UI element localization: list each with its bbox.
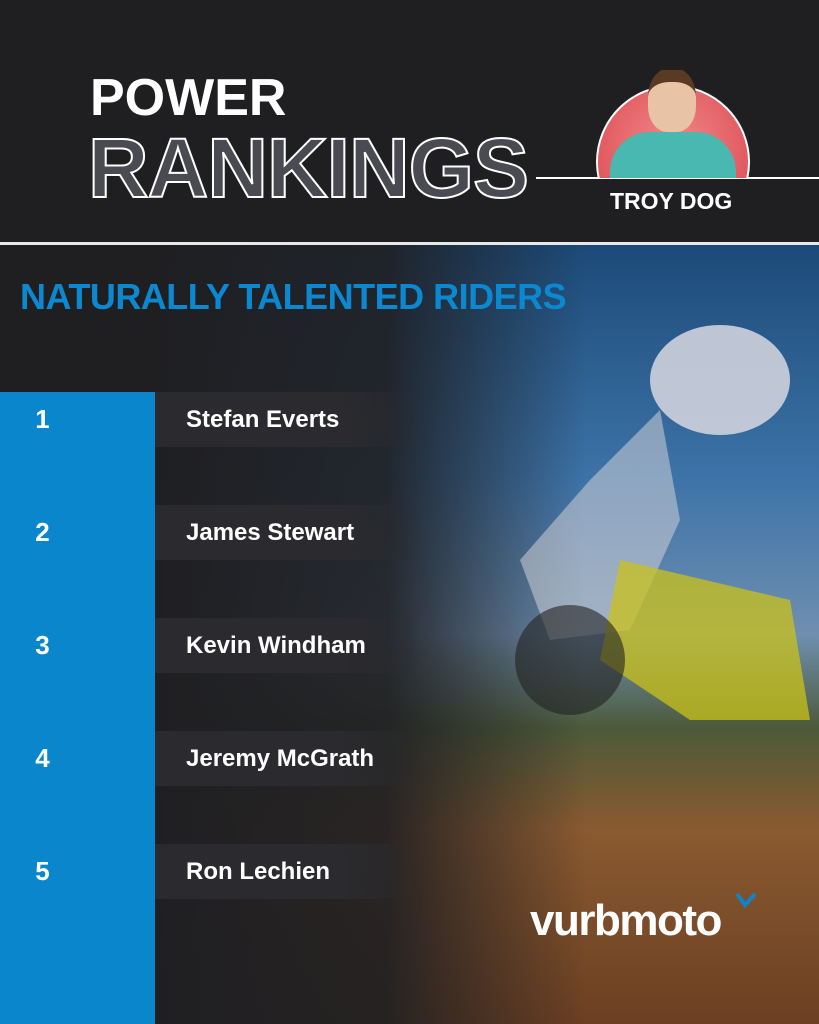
rider-name: Jeremy McGrath (155, 731, 420, 786)
header-divider (0, 242, 819, 245)
ranking-row: 3 Kevin Windham (0, 618, 420, 673)
rider-illustration (515, 325, 810, 720)
rank-number: 1 (35, 404, 50, 434)
rank-band (0, 392, 155, 1024)
rider-name: Ron Lechien (155, 844, 420, 899)
rider-name: Stefan Everts (155, 392, 420, 447)
author-name: TROY DOG (610, 188, 733, 214)
author-avatar (596, 70, 750, 178)
ranking-row: 5 Ron Lechien (0, 844, 420, 899)
title-rankings: RANKINGS (87, 121, 530, 215)
rider-name: James Stewart (155, 505, 420, 560)
rider-name: Kevin Windham (155, 618, 420, 673)
ranking-row: 2 James Stewart (0, 505, 420, 560)
title-power: POWER (90, 69, 287, 127)
rank-number: 5 (35, 856, 50, 886)
brand-logo: vurbmoto (530, 896, 722, 945)
ranking-row: 1 Stefan Everts (0, 392, 420, 447)
rank-number: 4 (35, 743, 50, 773)
rank-number: 3 (35, 630, 50, 660)
rank-number: 2 (35, 517, 50, 547)
divider (536, 177, 819, 179)
ranking-row: 4 Jeremy McGrath (0, 731, 420, 786)
list-title: NATURALLY TALENTED RIDERS (20, 276, 567, 317)
header: POWER RANKINGS TROY DOG (0, 0, 819, 243)
logo-chevron-icon (735, 892, 757, 908)
